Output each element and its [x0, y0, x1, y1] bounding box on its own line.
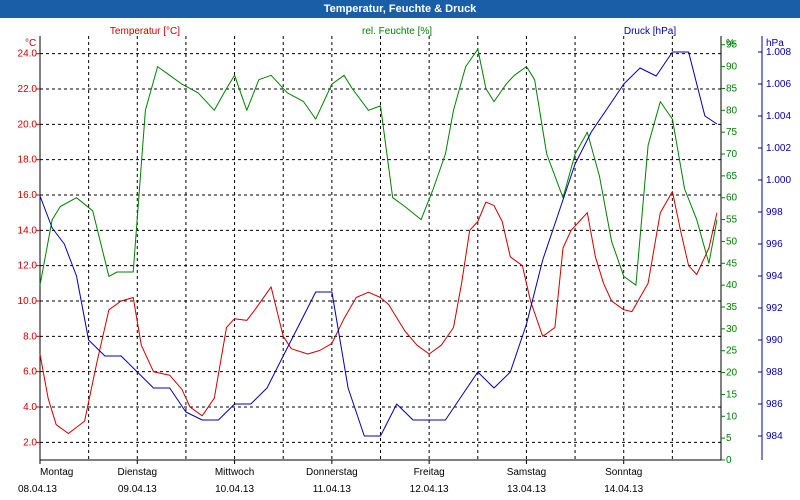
- humidity-tick-label: 85: [726, 83, 738, 94]
- chart-title-bar: Temperatur, Feuchte & Druck: [0, 0, 800, 18]
- pressure-tick-label: 996: [766, 239, 783, 250]
- pressure-tick-label: 984: [766, 431, 783, 442]
- x-tick-date: 11.04.13: [313, 484, 352, 495]
- pressure-tick-label: 992: [766, 303, 783, 314]
- temperature-tick-label: 24.0: [18, 49, 38, 60]
- temperature-tick-label: 20.0: [18, 119, 38, 130]
- humidity-tick-label: 25: [726, 346, 738, 357]
- temperature-tick-label: 4.0: [23, 402, 37, 413]
- humidity-tick-label: 70: [726, 149, 738, 160]
- x-tick-date: 08.04.13: [18, 484, 57, 495]
- humidity-tick-label: 80: [726, 105, 738, 116]
- humidity-tick-label: 10: [726, 411, 738, 422]
- x-tick-day: Freitag: [414, 467, 445, 478]
- temperature-tick-label: 18.0: [18, 155, 38, 166]
- humidity-tick-label: 35: [726, 302, 738, 313]
- pressure-line: [39, 51, 718, 437]
- pressure-tick-label: 994: [766, 271, 783, 282]
- pressure-ticks: 984 986 988 990 992 994 996 998 1.000 1.002 1.004 1…: [758, 47, 791, 442]
- pressure-tick-label: 988: [766, 367, 783, 378]
- humidity-tick-label: 55: [726, 215, 738, 226]
- pressure-tick-label: 1.008: [766, 47, 791, 58]
- x-tick-day: Mittwoch: [215, 467, 254, 478]
- pressure-tick-label: 1.006: [766, 79, 791, 90]
- pressure-unit: hPa: [766, 38, 784, 49]
- temperature-ticks: 2.0 4.0 6.0 8.0 10.0 12.0 14.0 16.0 18.0 20.0 22.0…: [18, 49, 40, 448]
- x-tick-day: Donnerstag: [306, 467, 358, 478]
- temperature-legend: Temperatur [°C]: [110, 26, 180, 37]
- temperature-tick-label: 16.0: [18, 190, 38, 201]
- temperature-tick-label: 22.0: [18, 84, 38, 95]
- temperature-line: [39, 191, 718, 434]
- x-tick-day: Sonntag: [605, 467, 642, 478]
- series-lines: [39, 48, 718, 437]
- humidity-ticks: 0 5 10 15 20 25 30 35 40 45 50 55 60 65 70 75 80 85 90 95: [721, 40, 738, 466]
- temperature-tick-label: 8.0: [23, 331, 37, 342]
- chart-title: Temperatur, Feuchte & Druck: [323, 3, 477, 15]
- x-tick-day: Dienstag: [118, 467, 157, 478]
- pressure-legend: Druck [hPa]: [624, 26, 676, 37]
- humidity-tick-label: 60: [726, 193, 738, 204]
- x-tick-date: 09.04.13: [118, 484, 157, 495]
- temperature-unit: °C: [25, 38, 36, 49]
- humidity-tick-label: 50: [726, 236, 738, 247]
- x-tick-date: 14.04.13: [604, 484, 643, 495]
- humidity-tick-label: 20: [726, 368, 738, 379]
- humidity-tick-label: 65: [726, 171, 738, 182]
- humidity-tick-label: 95: [726, 40, 738, 51]
- pressure-tick-label: 1.002: [766, 143, 791, 154]
- grid: [40, 36, 721, 460]
- x-axis-ticks: Montag 08.04.13 Dienstag 09.04.13 Mittwoch 10…: [18, 460, 644, 495]
- humidity-tick-label: 75: [726, 127, 738, 138]
- temperature-tick-label: 12.0: [18, 261, 38, 272]
- temperature-tick-label: 2.0: [23, 437, 37, 448]
- weather-chart: 2.0 4.0 6.0 8.0 10.0 12.0 14.0 16.0 18.0 20.0 22.0…: [18, 26, 792, 495]
- pressure-tick-label: 998: [766, 207, 783, 218]
- humidity-tick-label: 0: [726, 455, 732, 466]
- humidity-tick-label: 15: [726, 389, 738, 400]
- pressure-tick-label: 1.004: [766, 111, 791, 122]
- humidity-unit: %: [726, 38, 735, 49]
- humidity-tick-label: 90: [726, 62, 738, 73]
- humidity-tick-label: 5: [726, 433, 732, 444]
- x-tick-day: Samstag: [507, 467, 546, 478]
- temperature-tick-label: 10.0: [18, 296, 38, 307]
- humidity-line: [39, 48, 718, 286]
- pressure-tick-label: 990: [766, 335, 783, 346]
- x-tick-day: Montag: [40, 467, 73, 478]
- x-tick-date: 12.04.13: [410, 484, 449, 495]
- humidity-tick-label: 30: [726, 324, 738, 335]
- humidity-legend: rel. Feuchte [%]: [362, 26, 432, 37]
- pressure-tick-label: 986: [766, 399, 783, 410]
- humidity-tick-label: 45: [726, 258, 738, 269]
- temperature-tick-label: 14.0: [18, 225, 38, 236]
- humidity-tick-label: 40: [726, 280, 738, 291]
- x-tick-date: 10.04.13: [215, 484, 254, 495]
- temperature-tick-label: 6.0: [23, 367, 37, 378]
- x-tick-date: 13.04.13: [507, 484, 546, 495]
- pressure-tick-label: 1.000: [766, 175, 791, 186]
